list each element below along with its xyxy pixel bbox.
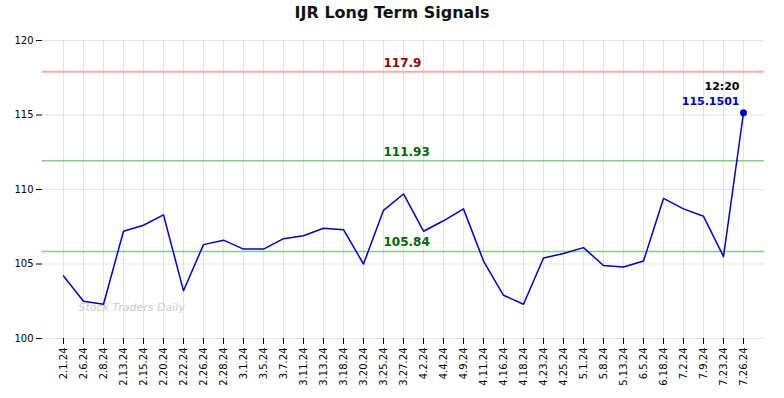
svg-text:3.5.24: 3.5.24 [258, 348, 269, 380]
svg-text:105: 105 [14, 258, 33, 269]
svg-text:3.20.24: 3.20.24 [358, 348, 369, 386]
svg-text:3.27.24: 3.27.24 [398, 348, 409, 386]
svg-text:4.23.24: 4.23.24 [538, 348, 549, 386]
svg-text:2.28.24: 2.28.24 [218, 348, 229, 386]
svg-text:4.25.24: 4.25.24 [558, 348, 569, 386]
svg-text:7.23.24: 7.23.24 [718, 348, 729, 386]
svg-text:4.16.24: 4.16.24 [498, 348, 509, 386]
svg-text:4.9.24: 4.9.24 [458, 348, 469, 380]
svg-text:3.25.24: 3.25.24 [378, 348, 389, 386]
svg-text:6.5.24: 6.5.24 [638, 348, 649, 380]
svg-text:5.1.24: 5.1.24 [578, 348, 589, 380]
svg-text:5.8.24: 5.8.24 [598, 348, 609, 380]
svg-text:5.13.24: 5.13.24 [618, 348, 629, 386]
svg-text:115: 115 [14, 109, 33, 120]
svg-text:3.7.24: 3.7.24 [278, 348, 289, 380]
svg-text:3.1.24: 3.1.24 [238, 348, 249, 380]
svg-text:117.9: 117.9 [384, 56, 422, 70]
svg-text:105.84: 105.84 [384, 235, 430, 249]
svg-text:2.20.24: 2.20.24 [158, 348, 169, 386]
svg-text:3.11.24: 3.11.24 [298, 348, 309, 386]
svg-text:7.2.24: 7.2.24 [678, 348, 689, 380]
svg-text:4.2.24: 4.2.24 [418, 348, 429, 380]
svg-text:4.18.24: 4.18.24 [518, 348, 529, 386]
svg-text:Stock Traders Daily: Stock Traders Daily [78, 300, 185, 314]
svg-text:4.11.24: 4.11.24 [478, 348, 489, 386]
svg-text:100: 100 [14, 333, 33, 344]
svg-text:2.22.24: 2.22.24 [178, 348, 189, 386]
svg-text:2.6.24: 2.6.24 [78, 348, 89, 380]
svg-text:4.4.24: 4.4.24 [438, 348, 449, 380]
svg-text:3.18.24: 3.18.24 [338, 348, 349, 386]
svg-text:120: 120 [14, 35, 33, 46]
svg-text:2.8.24: 2.8.24 [98, 348, 109, 380]
svg-text:111.93: 111.93 [384, 145, 430, 159]
svg-text:3.13.24: 3.13.24 [318, 348, 329, 386]
svg-text:2.13.24: 2.13.24 [118, 348, 129, 386]
svg-text:7.9.24: 7.9.24 [698, 348, 709, 380]
svg-text:2.15.24: 2.15.24 [138, 348, 149, 386]
svg-text:12:20: 12:20 [704, 80, 739, 93]
svg-text:7.26.24: 7.26.24 [738, 348, 749, 386]
svg-text:6.18.24: 6.18.24 [658, 348, 669, 386]
svg-text:2.26.24: 2.26.24 [198, 348, 209, 386]
svg-text:110: 110 [14, 184, 33, 195]
svg-text:2.1.24: 2.1.24 [58, 348, 69, 380]
svg-text:115.1501: 115.1501 [682, 95, 740, 108]
html-text:IJR Long Term Signals: IJR Long Term Signals [294, 3, 490, 22]
